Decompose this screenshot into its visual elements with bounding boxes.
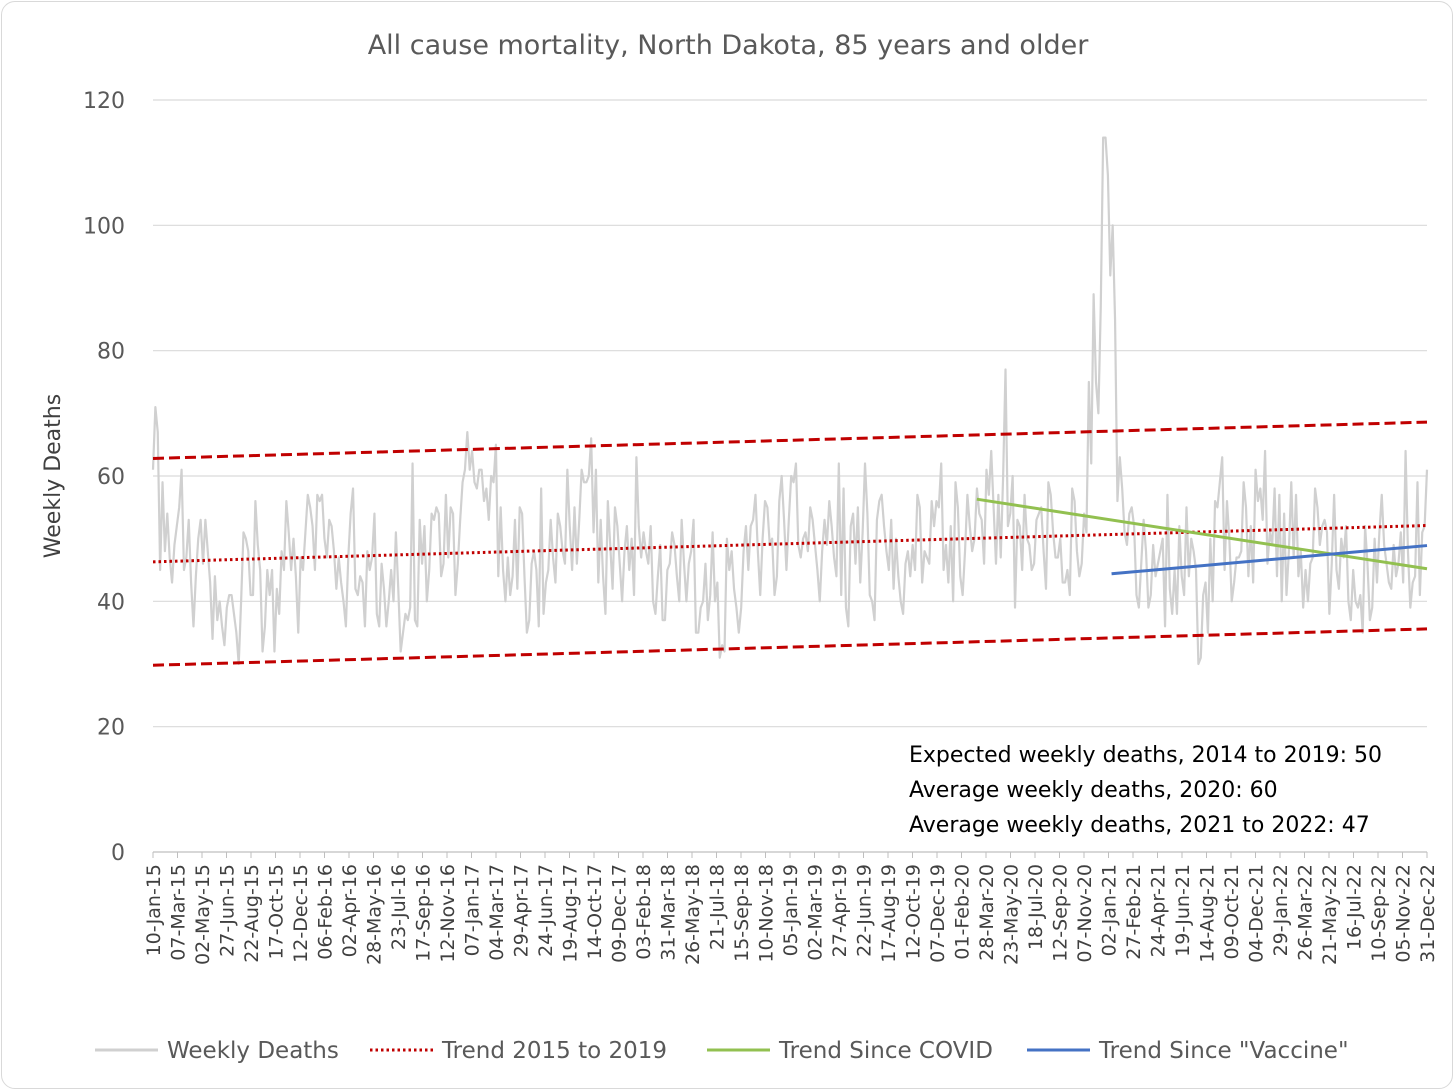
chart-title: All cause mortality, North Dakota, 85 ye… [368,30,1090,61]
x-axis: 10-Jan-15 07-Mar-15 02-May-15 27-Jun-15 22-A… [143,852,1439,965]
x-tick-label: 29-Apr-17 [511,864,533,957]
y-tick-label: 100 [83,214,125,239]
legend-label-trend-2015-to-2019: Trend 2015 to 2019 [441,1038,667,1064]
y-tick-label: 60 [97,465,125,490]
trend-2015-to-2019-line [152,524,1428,564]
y-tick-label: 40 [97,590,125,615]
x-tick-label: 19-Aug-17 [560,864,582,963]
trend-band-2-line [152,420,1428,460]
x-tick-label: 12-Oct-19 [903,864,925,959]
x-tick-label: 14-Aug-21 [1197,864,1219,963]
x-tick-label: 06-Feb-16 [315,864,337,960]
x-tick-label: 18-Jul-20 [1025,864,1047,950]
x-tick-label: 22-Aug-15 [241,864,263,963]
annotation-expected: Expected weekly deaths, 2014 to 2019: 50 [909,743,1382,768]
y-axis-ticks: 0 20 40 60 80 100 120 [83,89,125,866]
x-tick-label: 19-Jun-21 [1172,864,1194,957]
x-tick-label: 26-May-18 [682,864,704,965]
x-tick-label: 07-Nov-20 [1074,864,1096,963]
trend-band-3-line [152,627,1428,667]
y-tick-label: 0 [111,841,125,866]
y-tick-label: 120 [83,89,125,114]
y-axis-label: Weekly Deaths [41,394,66,558]
x-tick-label: 05-Jan-19 [780,864,802,956]
x-tick-label: 24-Jun-17 [535,864,557,957]
weekly-deaths-line [151,136,1429,666]
x-tick-label: 02-Apr-16 [339,864,361,957]
x-tick-label: 07-Jan-17 [462,864,484,956]
x-tick-label: 22-Jun-19 [854,864,876,957]
x-tick-label: 23-May-20 [1001,864,1023,965]
x-tick-label: 02-May-15 [192,864,214,965]
x-tick-label: 03-Feb-18 [633,864,655,960]
x-tick-label: 12-Sep-20 [1050,864,1072,962]
x-tick-label: 17-Oct-15 [266,864,288,959]
x-tick-label: 07-Mar-15 [168,864,190,961]
x-tick-label: 16-Jul-22 [1344,864,1366,950]
x-tick-label: 10-Sep-22 [1368,864,1390,962]
x-tick-label: 02-Mar-19 [805,864,827,961]
x-tick-label: 04-Mar-17 [486,864,508,961]
trend-since-covid-line [976,497,1428,571]
x-tick-label: 14-Oct-17 [584,864,606,959]
x-tick-label: 27-Jun-15 [217,864,239,957]
series-layer [151,136,1429,667]
gridlines [153,99,1427,853]
legend: Weekly Deaths Trend 2015 to 2019 Trend Sin… [95,1038,1349,1064]
x-tick-label: 29-Jan-22 [1270,864,1292,956]
x-tick-label: 10-Jan-15 [143,864,165,956]
x-tick-label: 12-Nov-16 [437,864,459,963]
x-tick-label: 28-Mar-20 [976,864,998,961]
legend-label-weekly-deaths: Weekly Deaths [167,1038,339,1064]
y-tick-label: 80 [97,340,125,365]
x-tick-label: 28-May-16 [364,864,386,965]
annotation-2021-2022: Average weekly deaths, 2021 to 2022: 47 [909,813,1370,838]
x-tick-label: 12-Dec-15 [290,864,312,963]
x-tick-label: 21-May-22 [1319,864,1341,965]
x-tick-label: 23-Jul-16 [388,864,410,950]
x-tick-label: 17-Aug-19 [878,864,900,963]
x-tick-label: 09-Dec-17 [609,864,631,963]
legend-label-trend-since-vaccine: Trend Since "Vaccine" [1098,1038,1349,1064]
x-tick-label: 07-Dec-19 [927,864,949,963]
x-tick-label: 17-Sep-16 [413,864,435,962]
x-tick-label: 26-Mar-22 [1295,864,1317,961]
x-tick-label: 27-Apr-19 [829,864,851,957]
x-tick-label: 27-Feb-21 [1123,864,1145,960]
x-tick-label: 02-Jan-21 [1099,864,1121,956]
x-tick-label: 05-Nov-22 [1393,864,1415,963]
x-tick-label: 21-Jul-18 [707,864,729,950]
x-tick-label: 15-Sep-18 [731,864,753,962]
legend-label-trend-since-covid: Trend Since COVID [778,1038,993,1064]
x-tick-label: 09-Oct-21 [1221,864,1243,959]
annotation-2020: Average weekly deaths, 2020: 60 [909,778,1278,803]
x-tick-label: 01-Feb-20 [952,864,974,960]
x-tick-label: 10-Nov-18 [756,864,778,963]
annotation-block: Expected weekly deaths, 2014 to 2019: 50… [909,743,1382,838]
x-tick-label: 31-Dec-22 [1417,864,1439,963]
y-tick-label: 20 [97,716,125,741]
x-tick-label: 04-Dec-21 [1246,864,1268,963]
x-tick-label: 31-Mar-18 [658,864,680,961]
trend-since-vaccine-line [1111,544,1428,576]
x-tick-label: 24-Apr-21 [1148,864,1170,957]
